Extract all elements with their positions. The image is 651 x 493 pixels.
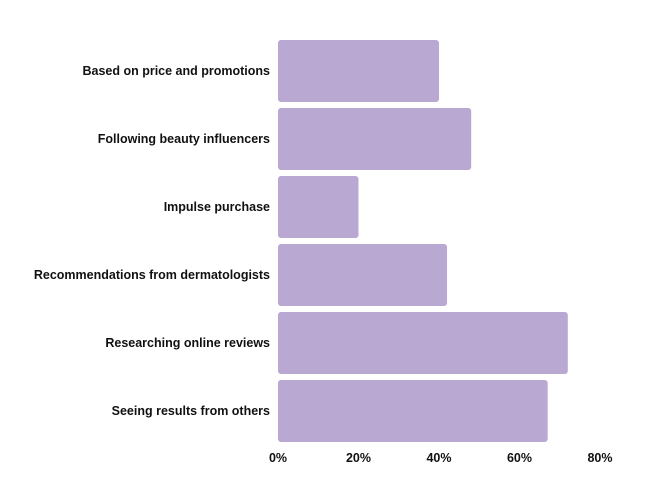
category-label-0: Based on price and promotions xyxy=(82,64,270,78)
bar-5 xyxy=(278,380,548,442)
category-labels: Based on price and promotions Following b… xyxy=(34,64,270,418)
bar-2 xyxy=(278,176,359,238)
x-tick-label-0: 0% xyxy=(269,451,287,465)
category-label-5: Seeing results from others xyxy=(112,404,270,418)
bar-4 xyxy=(278,312,568,374)
category-label-1: Following beauty influencers xyxy=(98,132,270,146)
x-tick-label-2: 40% xyxy=(426,451,451,465)
bars-layer xyxy=(278,40,568,442)
x-axis-tick-labels: 0% 20% 40% 60% 80% xyxy=(269,451,613,465)
category-label-4: Researching online reviews xyxy=(105,336,270,350)
x-tick-label-3: 60% xyxy=(507,451,532,465)
bar-1 xyxy=(278,108,472,170)
x-tick-label-1: 20% xyxy=(346,451,371,465)
category-label-2: Impulse purchase xyxy=(164,200,270,214)
category-label-3: Recommendations from dermatologists xyxy=(34,268,270,282)
bar-0 xyxy=(278,40,439,102)
x-tick-label-4: 80% xyxy=(587,451,612,465)
bar-3 xyxy=(278,244,448,306)
